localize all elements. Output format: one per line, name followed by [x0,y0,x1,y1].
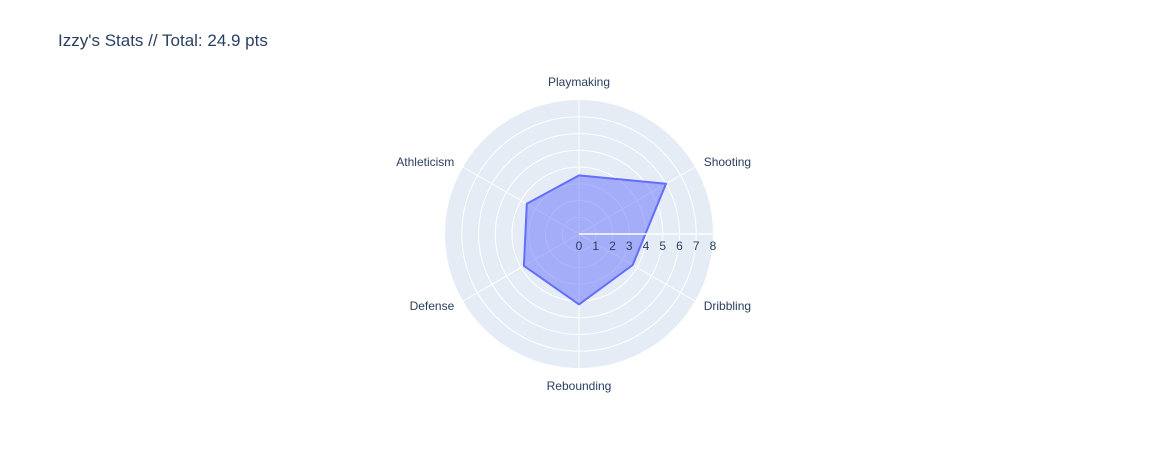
radial-tick-label: 3 [626,239,633,253]
data-point [525,202,528,205]
radial-tick-label: 6 [676,239,683,253]
series-area [522,174,667,306]
data-point [522,264,525,267]
radial-tick-label: 4 [643,239,650,253]
radial-tick-label: 0 [576,239,583,253]
category-label: Athleticism [396,155,454,169]
radial-tick-label: 2 [609,239,616,253]
data-point [578,303,581,306]
category-label: Shooting [704,155,751,169]
data-point [578,174,581,177]
category-labels: Playmaking Shooting Dribbling Rebounding Def… [396,75,751,393]
radial-tick-label: 8 [710,239,717,253]
category-label: Defense [410,299,455,313]
category-label: Playmaking [548,75,610,89]
radial-tick-label: 5 [659,239,666,253]
data-point [631,263,634,266]
category-label: Dribbling [704,299,751,313]
category-label: Rebounding [547,379,612,393]
radial-tick-label: 7 [693,239,700,253]
data-point [665,182,668,185]
radial-tick-label: 1 [592,239,599,253]
chart-title: Izzy's Stats // Total: 24.9 pts [58,31,268,50]
series-layer [522,174,667,306]
